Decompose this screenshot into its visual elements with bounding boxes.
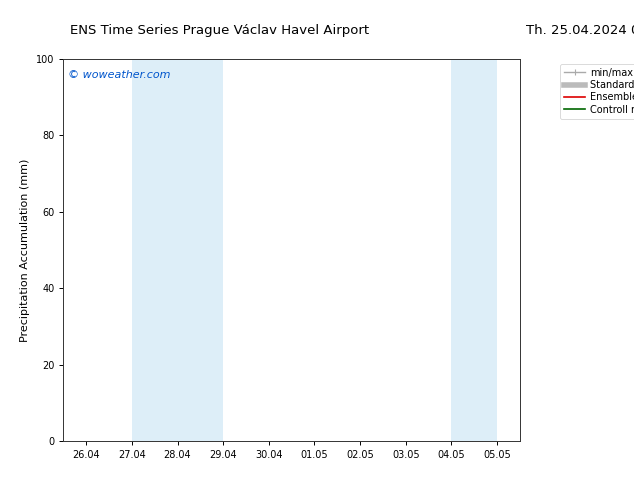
- Legend: min/max, Standard deviation, Ensemble mean run, Controll run: min/max, Standard deviation, Ensemble me…: [560, 64, 634, 119]
- Text: ENS Time Series Prague Václav Havel Airport: ENS Time Series Prague Václav Havel Airp…: [70, 24, 369, 37]
- Y-axis label: Precipitation Accumulation (mm): Precipitation Accumulation (mm): [20, 158, 30, 342]
- Text: Th. 25.04.2024 03 UTC: Th. 25.04.2024 03 UTC: [526, 24, 634, 37]
- Bar: [132, 59, 223, 441]
- Bar: [451, 59, 497, 441]
- Text: © woweather.com: © woweather.com: [68, 70, 171, 80]
